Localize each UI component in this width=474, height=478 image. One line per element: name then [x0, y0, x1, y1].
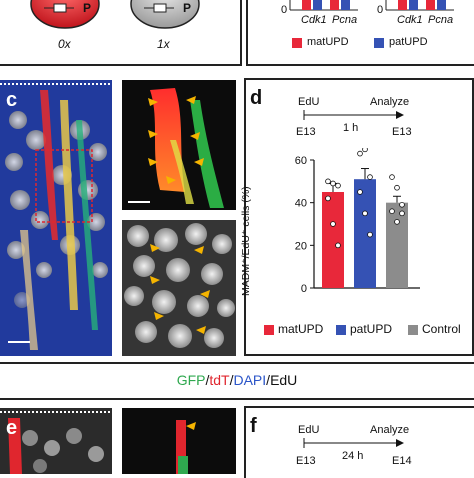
top-legend-pat-label: patUPD	[389, 36, 428, 48]
bar-matupd	[322, 192, 344, 288]
data-point	[394, 184, 400, 191]
staining-label-gfp: GFP	[176, 372, 206, 388]
mini-chart-right-zero-tick: 0	[377, 4, 384, 16]
mini-bar-pcna-mat	[426, 0, 435, 10]
cell-left-promoter-label: P	[83, 1, 92, 15]
data-point	[325, 195, 331, 202]
y-tick-label: 0	[301, 283, 307, 295]
panel-f-timeline-arrow	[303, 438, 404, 448]
staining-label-separator: /	[205, 372, 210, 388]
data-point	[335, 242, 341, 249]
data-point	[389, 174, 395, 180]
panel-d-letter: d	[250, 87, 263, 109]
data-point	[399, 210, 405, 217]
panel-f-timeline-duration: 24 h	[342, 450, 364, 462]
panel-f-letter: f	[250, 415, 257, 437]
data-point	[357, 189, 363, 195]
panel-d-timeline-start-event: EdU	[298, 96, 320, 108]
panel-d-timeline-arrow	[303, 110, 404, 120]
panel-d-bar-chart: 0 20 40 60	[295, 148, 420, 295]
panel-c-micrographs	[0, 80, 236, 356]
mini-bar-cdk1-pat	[313, 0, 322, 10]
data-point	[357, 150, 363, 157]
panel-d-timeline-duration: 1 h	[343, 122, 359, 134]
panel-d-timeline-end-event: Analyze	[370, 96, 410, 108]
staining-label-tdt: tdT	[209, 372, 230, 388]
top-legend-mat-label: matUPD	[307, 36, 349, 48]
panel-d-legend-control-label: Control	[422, 322, 461, 336]
staining-label-separator: /	[229, 372, 234, 388]
panel-e-micrographs	[0, 408, 236, 474]
top-legend-pat-swatch	[374, 38, 384, 48]
panel-c-inset-bottom-arrows	[150, 244, 210, 334]
caption-1x: 1x	[157, 37, 170, 51]
panel-d-timeline-end-time: E13	[392, 126, 412, 138]
data-point	[367, 174, 373, 180]
panel-f-frame	[244, 406, 474, 478]
mini-bar-cdk1-mat	[302, 0, 311, 10]
bar-control	[386, 202, 408, 288]
mini-chart-right	[385, 0, 454, 11]
mini-bar-pcna-pat	[341, 0, 350, 10]
data-point	[367, 231, 373, 238]
cell-right-promoter-label: P	[183, 1, 192, 15]
caption-0x: 0x	[58, 37, 71, 51]
panel-d-legend-mat-label: matUPD	[278, 322, 324, 336]
patupd-cell-drawing	[130, 0, 200, 29]
panel-f-timeline-start-event: EdU	[298, 424, 320, 436]
mini-chart-right-cat-cdk1: Cdk1	[397, 14, 423, 26]
y-tick-label: 60	[295, 155, 307, 167]
data-point	[394, 219, 400, 225]
data-point	[389, 208, 395, 214]
mini-chart-left-cat-pcna: Pcna	[332, 14, 358, 26]
mini-bar-pcna-mat	[330, 0, 339, 10]
staining-label-edu: EdU	[270, 372, 298, 388]
data-point	[330, 221, 336, 227]
panel-d-y-axis-label: MADM⁺/EdU⁺ cells (%)	[240, 186, 252, 296]
promoter-box-icon	[153, 3, 167, 13]
panel-d-timeline-start-time: E13	[296, 126, 316, 138]
mini-bar-cdk1-mat	[398, 0, 407, 10]
top-legend-mat-swatch	[292, 38, 302, 48]
top-right-panel-frame	[246, 0, 474, 66]
mini-chart-right-cat-pcna: Pcna	[428, 14, 454, 26]
panel-f-timeline-end-event: Analyze	[370, 424, 410, 436]
y-tick-label: 20	[295, 240, 307, 252]
panel-d-legend-mat-swatch	[264, 325, 274, 335]
staining-label-frame	[0, 362, 474, 400]
staining-label: GFP/tdT/DAPI/EdU	[0, 372, 474, 388]
data-point	[330, 180, 336, 187]
panel-d-legend-pat-label: patUPD	[350, 322, 393, 336]
mini-bar-cdk1-pat	[409, 0, 418, 10]
data-point	[399, 201, 405, 208]
mini-chart-left-cat-cdk1: Cdk1	[301, 14, 327, 26]
staining-label-separator: /	[266, 372, 271, 388]
mini-bar-pcna-pat	[437, 0, 446, 10]
panel-c-inset-bottom-nuclei	[124, 223, 235, 348]
staining-label-dapi: DAPI	[233, 372, 267, 388]
data-point	[325, 178, 331, 185]
panel-f-timeline-end-time: E14	[392, 455, 412, 467]
panel-c-letter: c	[6, 89, 18, 111]
panel-d-legend-pat-swatch	[336, 325, 346, 335]
promoter-box-icon	[53, 3, 67, 13]
data-point	[335, 182, 341, 189]
data-point	[362, 148, 368, 153]
data-point	[362, 210, 368, 217]
mini-chart-left-zero-tick: 0	[281, 4, 288, 16]
panel-c-zoom-box	[35, 149, 93, 223]
matupd-cell-drawing	[30, 0, 100, 29]
bar-patupd	[354, 179, 376, 288]
panel-c-inset-top-arrows	[148, 96, 204, 184]
y-tick-label: 40	[295, 198, 307, 210]
panel-e-letter: e	[6, 417, 18, 439]
panel-d-frame	[244, 78, 474, 356]
mini-chart-left	[289, 0, 358, 11]
top-left-panel-frame	[0, 0, 242, 66]
panel-f-timeline-start-time: E13	[296, 455, 316, 467]
panel-d-legend-control-swatch	[408, 325, 418, 335]
